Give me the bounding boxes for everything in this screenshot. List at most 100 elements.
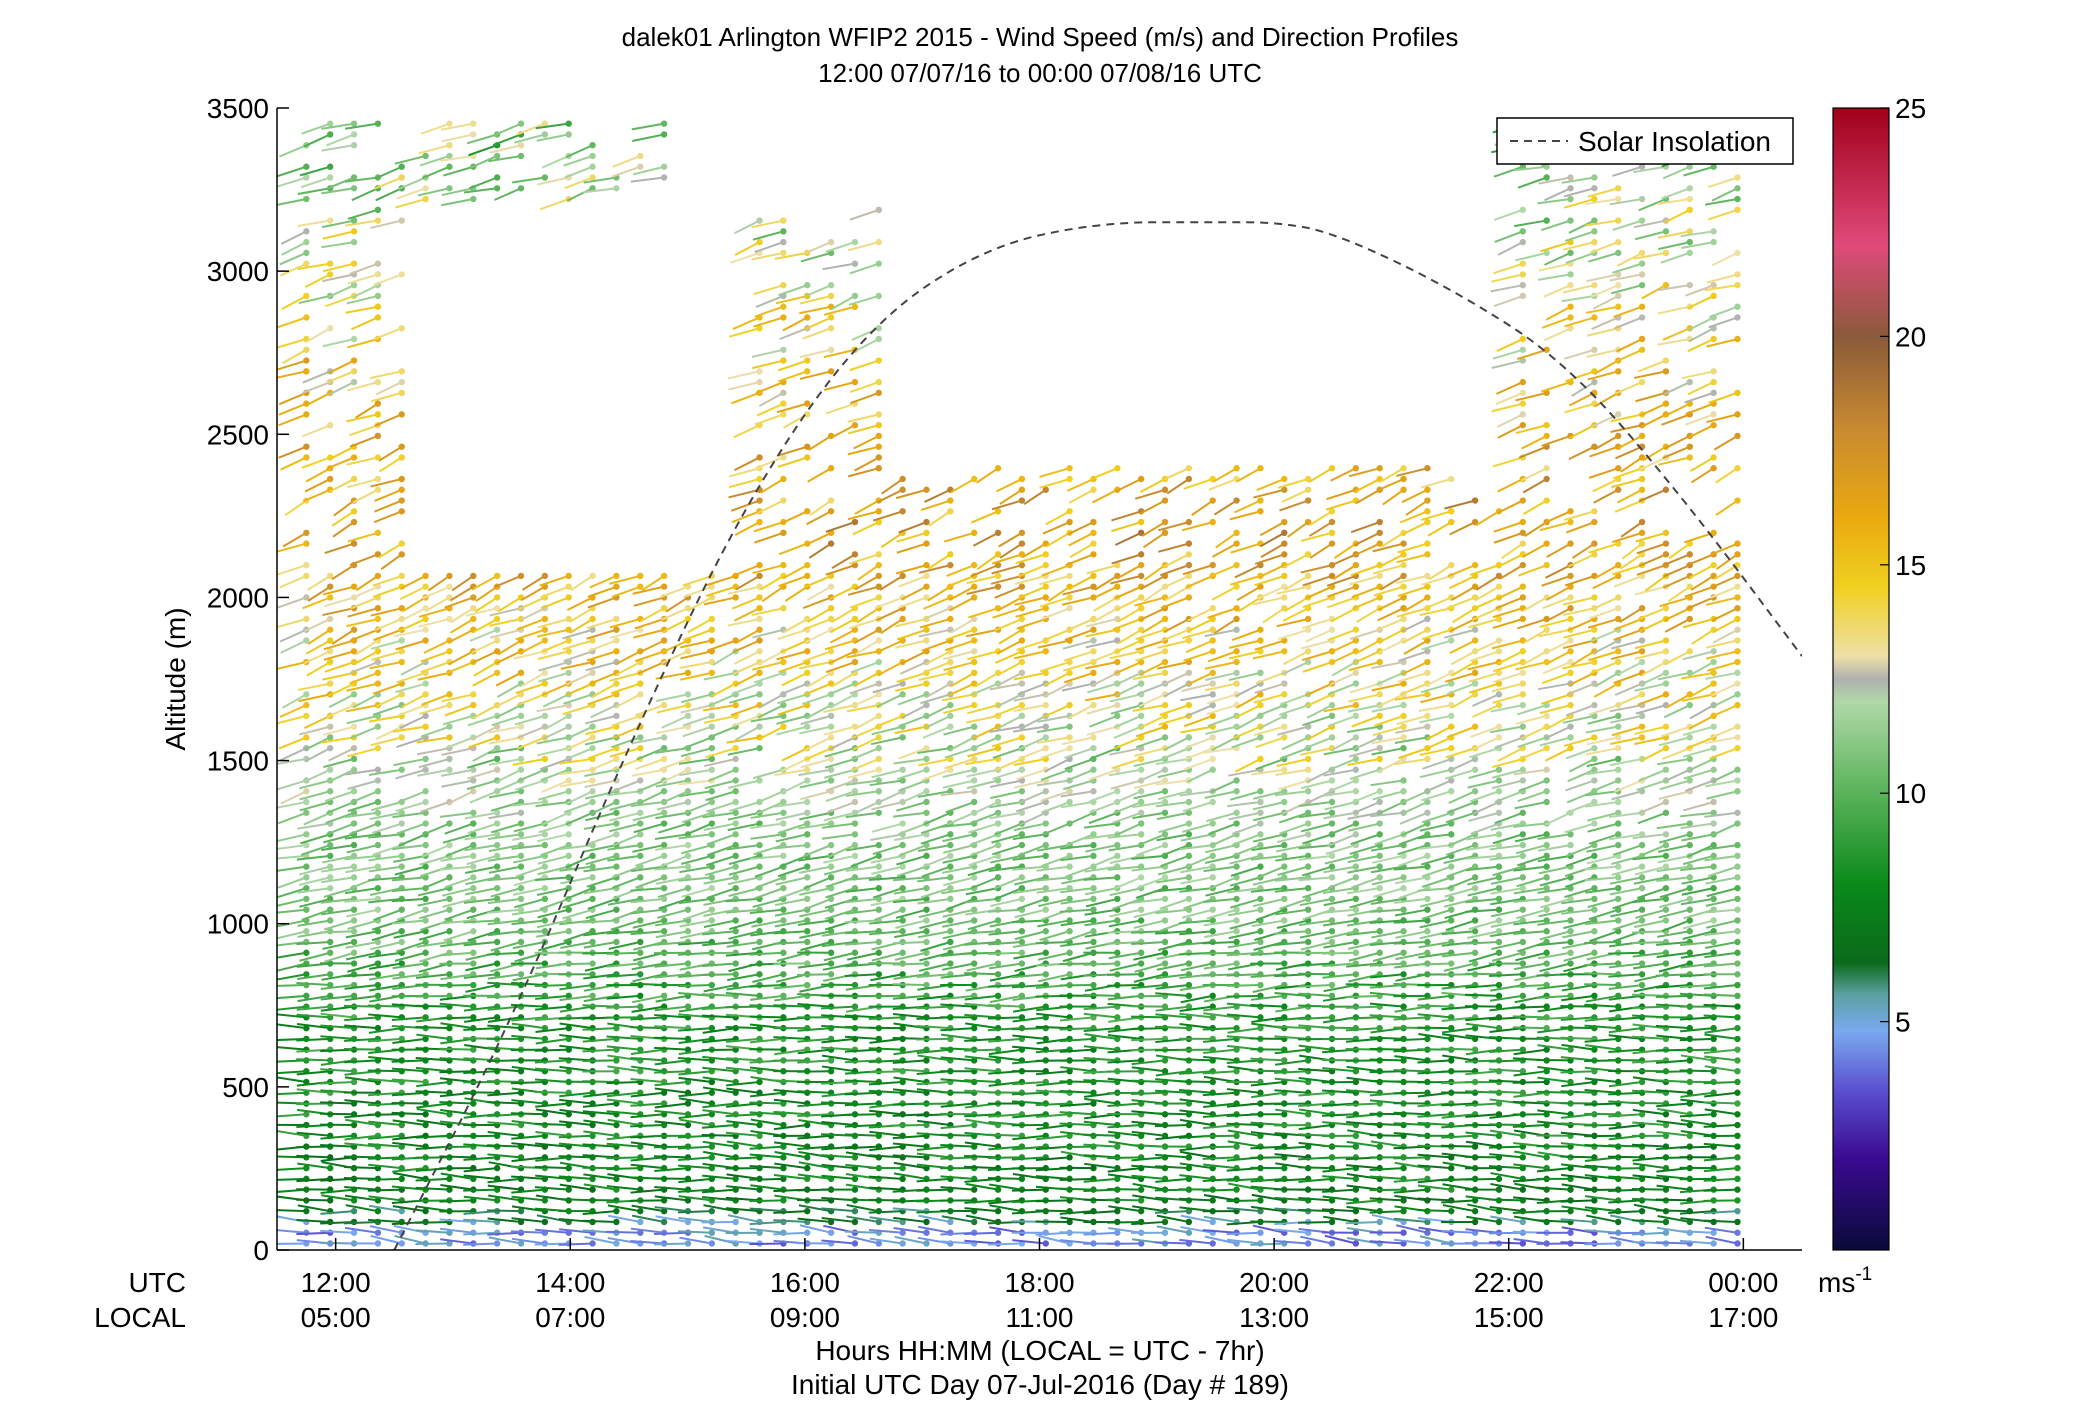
x-axis-label-line1: Hours HH:MM (LOCAL = UTC - 7hr) bbox=[815, 1335, 1264, 1366]
wind-barb bbox=[320, 960, 358, 967]
wind-barb bbox=[296, 1057, 334, 1064]
wind-barb bbox=[397, 788, 429, 804]
wind-barb bbox=[277, 992, 310, 1000]
wind-barb bbox=[370, 1234, 405, 1247]
colorbar-tick-label: 25 bbox=[1895, 93, 1926, 124]
wind-barb bbox=[277, 798, 310, 809]
y-tick-label: 2000 bbox=[207, 582, 269, 613]
wind-barb bbox=[322, 335, 358, 348]
wind-barb bbox=[323, 648, 358, 661]
wind-barb bbox=[391, 917, 429, 925]
wind-barb bbox=[282, 691, 310, 709]
wind-barb bbox=[345, 928, 382, 939]
wind-barb bbox=[277, 809, 310, 825]
wind-barb bbox=[369, 960, 405, 970]
wind-barb bbox=[394, 949, 429, 962]
wind-barb bbox=[344, 766, 382, 776]
wind-barb bbox=[378, 454, 405, 473]
wind-barb bbox=[373, 906, 405, 922]
wind-barb bbox=[350, 788, 382, 804]
wind-barb bbox=[304, 271, 334, 288]
wind-barb bbox=[368, 766, 405, 776]
legend: Solar Insolation bbox=[1496, 117, 1794, 165]
wind-barb bbox=[277, 1023, 310, 1032]
wind-barb bbox=[324, 949, 358, 963]
wind-barb bbox=[331, 508, 358, 527]
wind-barb bbox=[344, 809, 382, 819]
y-tick-label: 500 bbox=[222, 1072, 269, 1103]
wind-barb bbox=[345, 217, 382, 227]
wind-barb bbox=[368, 852, 405, 862]
wind-barb bbox=[277, 906, 310, 914]
wind-barb bbox=[303, 131, 334, 148]
wind-barb bbox=[307, 626, 334, 645]
wind-barb bbox=[353, 648, 382, 666]
wind-barb bbox=[331, 626, 358, 645]
wind-barb bbox=[375, 163, 405, 180]
wind-barb bbox=[302, 421, 334, 438]
wind-barb bbox=[321, 185, 358, 195]
wind-barb bbox=[373, 271, 405, 286]
wind-barb bbox=[321, 874, 358, 884]
wind-barb bbox=[400, 691, 429, 709]
wind-barb bbox=[280, 637, 310, 654]
wind-barb bbox=[323, 723, 358, 736]
wind-barb bbox=[392, 1035, 429, 1045]
wind-barb bbox=[380, 551, 405, 571]
wind-barb bbox=[304, 734, 334, 751]
wind-barb bbox=[344, 992, 382, 1002]
wind-barb bbox=[322, 583, 358, 596]
wind-barb bbox=[306, 658, 334, 677]
wind-barb bbox=[374, 486, 405, 502]
wind-barb bbox=[280, 228, 310, 245]
wind-barb bbox=[344, 1024, 382, 1032]
x-tick-label-utc: 22:00 bbox=[1474, 1267, 1544, 1298]
wind-barb bbox=[391, 1014, 429, 1021]
wind-barb bbox=[346, 906, 382, 918]
x-axis-ticks: 12:00 05:00 14:00 07:00 16:00 09:00 18:00 11:00… bbox=[301, 1238, 1778, 1333]
colorbar-tick-label: 10 bbox=[1895, 778, 1926, 809]
wind-barb bbox=[304, 615, 334, 633]
wind-barb bbox=[320, 928, 358, 935]
wind-barb bbox=[279, 249, 310, 266]
wind-barb bbox=[300, 841, 334, 856]
wind-barb bbox=[394, 863, 429, 876]
wind-barb bbox=[296, 938, 334, 946]
wind-barb bbox=[371, 648, 405, 661]
wind-barb bbox=[305, 744, 334, 763]
wind-barb bbox=[277, 841, 310, 850]
x-row-label-utc: UTC bbox=[128, 1267, 186, 1298]
x-tick-label-utc: 00:00 bbox=[1708, 1267, 1778, 1298]
wind-barb bbox=[297, 884, 334, 894]
wind-barb bbox=[391, 1078, 429, 1086]
wind-barb bbox=[378, 443, 405, 462]
wind-barb bbox=[328, 691, 358, 708]
wind-barb bbox=[277, 314, 310, 329]
wind-barb bbox=[349, 820, 382, 836]
wind-barb bbox=[277, 874, 310, 889]
wind-barb bbox=[299, 863, 334, 876]
wind-barb bbox=[392, 960, 429, 970]
colorbar-tick-label: 20 bbox=[1895, 321, 1926, 352]
wind-barb bbox=[320, 1207, 358, 1215]
wind-barb bbox=[396, 820, 429, 835]
wind-barb bbox=[344, 884, 382, 895]
wind-barb bbox=[326, 368, 358, 384]
wind-barb bbox=[324, 540, 358, 554]
x-tick-label-utc: 18:00 bbox=[1004, 1267, 1074, 1298]
wind-barb bbox=[392, 841, 429, 851]
y-tick-label: 3000 bbox=[207, 256, 269, 287]
wind-barb bbox=[375, 691, 405, 708]
wind-barb bbox=[305, 637, 334, 655]
wind-barb bbox=[347, 604, 382, 618]
wind-barb bbox=[346, 411, 382, 423]
wind-barb bbox=[345, 863, 382, 874]
wind-barb bbox=[301, 906, 334, 921]
wind-barb bbox=[305, 389, 334, 407]
wind-barb bbox=[326, 131, 358, 147]
wind-barb bbox=[395, 766, 429, 780]
wind-barb bbox=[328, 744, 358, 762]
wind-barb bbox=[370, 217, 405, 229]
y-tick-label: 0 bbox=[253, 1235, 269, 1266]
